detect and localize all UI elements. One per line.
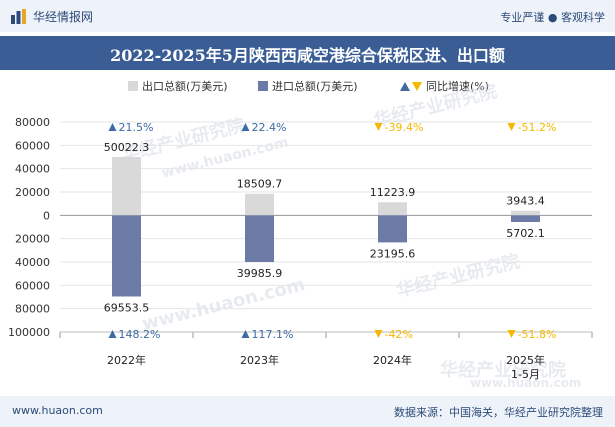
watermark: 华经产业研究院	[440, 360, 566, 381]
export-value-label: 11223.9	[370, 186, 416, 199]
import-yoy-label: 117.1%	[252, 328, 294, 341]
import-yoy-label: -51.8%	[518, 328, 557, 341]
legend-yoy-label: 同比增速(%)	[426, 80, 490, 93]
export-yoy-label: -39.4%	[385, 121, 424, 134]
y-tick-label: 60000	[15, 279, 50, 292]
export-bar	[511, 210, 540, 216]
legend-import: 进口总额(万美元)	[258, 78, 358, 94]
import-yoy-label: 148.2%	[119, 328, 161, 341]
yoy-up-triangle	[108, 330, 117, 338]
brand-name: 华经情报网	[33, 10, 94, 24]
y-tick-label: 100000	[8, 326, 50, 339]
import-bar	[378, 215, 407, 243]
footer-source: 数据来源：中国海关，华经产业研究院整理	[394, 406, 603, 419]
y-tick-label: 20000	[15, 186, 50, 199]
import-value-label: 5702.1	[506, 227, 545, 240]
import-bar	[245, 215, 274, 262]
export-yoy-label: -51.2%	[518, 121, 557, 134]
brand: 华经情报网	[10, 8, 93, 25]
import-bar	[112, 215, 141, 297]
yoy-up-triangle	[241, 330, 250, 338]
y-tick-label: 0	[43, 209, 50, 222]
import-value-label: 69553.5	[104, 301, 150, 314]
footer-website: www.huaon.com	[12, 404, 103, 417]
y-tick-label: 40000	[15, 163, 50, 176]
import-bar	[511, 215, 540, 222]
top-bar: 华经情报网 专业严谨 ● 客观科学	[0, 0, 615, 32]
import-value-label: 23195.6	[370, 247, 416, 260]
header-tags: 专业严谨 ● 客观科学	[500, 11, 605, 24]
legend-export: 出口总额(万美元)	[128, 78, 228, 94]
legend-yoy: 同比增速(%)	[400, 78, 489, 94]
title-bar: 2022-2025年5月陕西西咸空港综合保税区进、出口额	[0, 36, 615, 70]
export-value-label: 18509.7	[237, 178, 283, 191]
legend-export-swatch	[128, 81, 138, 91]
category-label: 1-5月	[511, 368, 540, 381]
y-tick-label: 40000	[15, 256, 50, 269]
brand-logo-icon	[11, 9, 26, 24]
export-value-label: 50022.3	[104, 141, 150, 154]
legend-import-label: 进口总额(万美元)	[272, 80, 358, 93]
y-tick-label: 60000	[15, 139, 50, 152]
category-label: 2022年	[107, 353, 146, 367]
export-yoy-label: 22.4%	[252, 121, 287, 134]
chart-title: 2022-2025年5月陕西西咸空港综合保税区进、出口额	[110, 46, 505, 65]
yoy-up-triangle	[241, 123, 250, 131]
export-yoy-label: 21.5%	[119, 121, 154, 134]
yoy-up-triangle	[108, 123, 117, 131]
legend-yoy-triangles-icon	[400, 82, 422, 91]
category-label: 2023年	[240, 353, 279, 367]
export-bar	[112, 156, 141, 216]
legend-export-label: 出口总额(万美元)	[142, 80, 228, 93]
import-value-label: 39985.9	[237, 267, 283, 280]
yoy-down-triangle	[374, 330, 383, 338]
footer: www.huaon.com 数据来源：中国海关，华经产业研究院整理	[0, 396, 615, 427]
export-bar	[245, 193, 274, 216]
category-label: 2024年	[373, 353, 412, 367]
chart-area: 80000 60000 40000 20000 0 20000 40000 60000 8000…	[8, 116, 593, 381]
legend: 出口总额(万美元) 进口总额(万美元) 同比增速(%)	[0, 78, 615, 94]
y-tick-label: 80000	[15, 116, 50, 129]
yoy-down-triangle	[507, 330, 516, 338]
export-bar	[378, 202, 407, 216]
yoy-down-triangle	[374, 123, 383, 131]
export-value-label: 3943.4	[506, 195, 545, 208]
y-tick-label: 20000	[15, 233, 50, 246]
watermark: www.huaon.com	[470, 376, 582, 390]
y-tick-label: 80000	[15, 303, 50, 316]
yoy-down-triangle	[507, 123, 516, 131]
legend-import-swatch	[258, 81, 268, 91]
category-label: 2025年	[506, 353, 545, 367]
import-yoy-label: -42%	[385, 328, 413, 341]
